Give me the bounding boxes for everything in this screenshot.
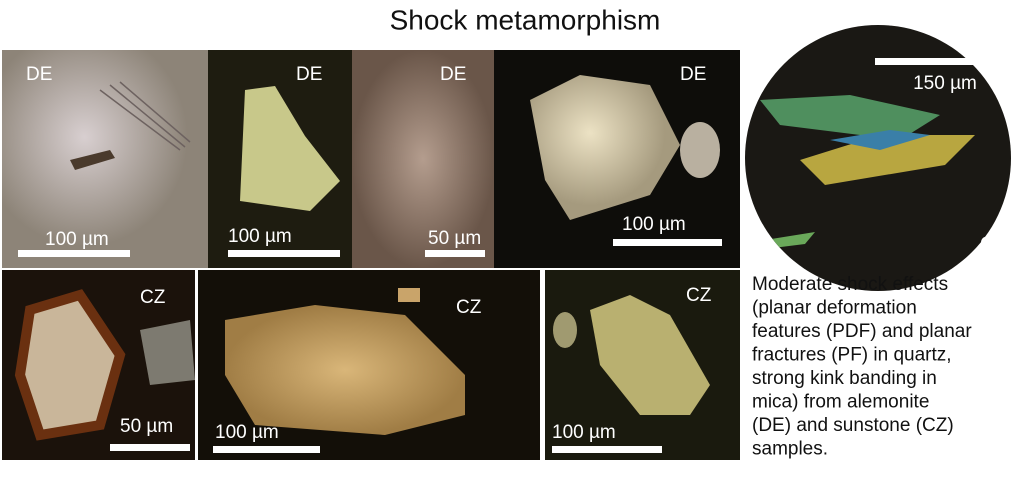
slide-title: Shock metamorphism	[390, 4, 661, 35]
scale-label: 150 µm	[913, 73, 977, 94]
micrograph	[198, 270, 540, 460]
panel-label: CZ	[140, 287, 166, 308]
scale-bar	[213, 446, 320, 453]
panel-label: DE	[680, 64, 706, 85]
caption-line: fractures (PF) in quartz,	[752, 345, 952, 366]
caption-line: Moderate shock effects	[752, 274, 948, 295]
micrograph	[352, 50, 494, 268]
panel-label: CZ	[686, 285, 712, 306]
scale-bar	[425, 250, 485, 257]
scale-bar	[552, 446, 662, 453]
caption-line: (DE) and sunstone (CZ)	[752, 415, 954, 436]
panel-label: CZ	[980, 234, 1006, 255]
scale-label: 100 µm	[228, 226, 292, 247]
micrograph	[208, 50, 352, 268]
scale-label: 50 µm	[428, 228, 481, 249]
micrograph	[494, 50, 740, 268]
caption: Moderate shock effects (planar deformatio…	[752, 274, 972, 460]
scale-label: 50 µm	[120, 416, 173, 437]
micrograph	[2, 270, 195, 460]
panel-label: DE	[26, 64, 52, 85]
scale-bar	[18, 250, 130, 257]
panel-label: DE	[296, 64, 322, 85]
scale-label: 100 µm	[552, 422, 616, 443]
panel-label: DE	[440, 64, 466, 85]
scale-bar	[228, 250, 340, 257]
scale-label: 100 µm	[215, 422, 279, 443]
scale-bar	[875, 58, 1005, 65]
scale-label: 100 µm	[45, 229, 109, 250]
scale-bar	[110, 444, 190, 451]
scale-label: 100 µm	[622, 214, 686, 235]
caption-line: strong kink banding in	[752, 368, 937, 389]
caption-line: mica) from alemonite	[752, 392, 929, 413]
micrograph	[545, 270, 740, 460]
caption-line: (planar deformation	[752, 298, 917, 319]
caption-line: samples.	[752, 439, 828, 460]
micrograph	[745, 25, 1011, 291]
micrograph	[2, 50, 208, 268]
caption-line: features (PDF) and planar	[752, 321, 972, 342]
panel-label: CZ	[456, 297, 482, 318]
scale-bar	[613, 239, 722, 246]
